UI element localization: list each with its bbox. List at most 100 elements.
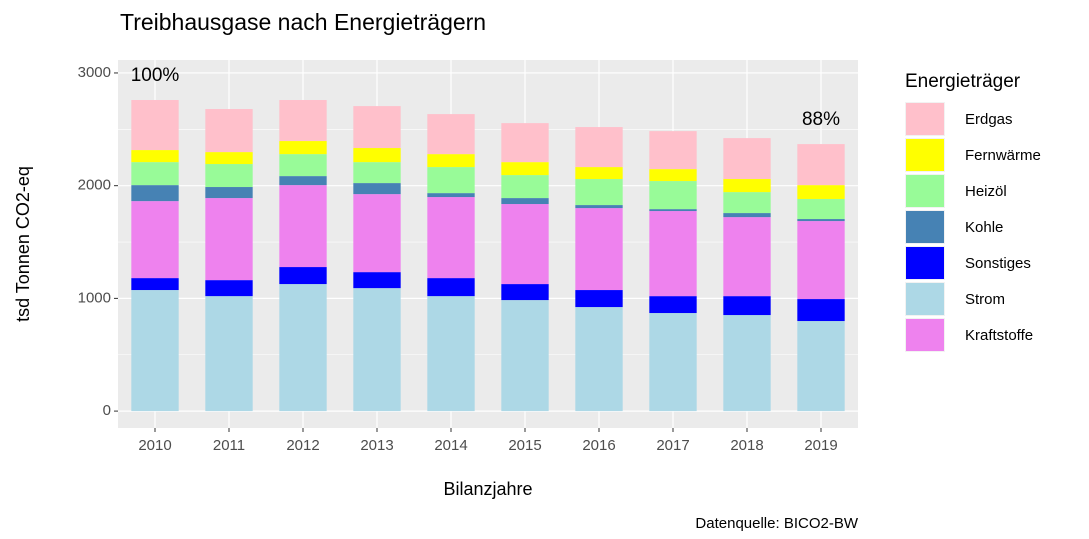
x-tick-label: 2013 [360,437,393,454]
bar-segment [205,280,253,297]
bar-segment [797,221,845,300]
legend-key [906,319,944,351]
legend-label: Kraftstoffe [965,327,1033,344]
bar-segment [205,109,253,153]
y-tick-label: 2000 [78,177,111,194]
bar-segment [797,321,845,412]
x-tick-label: 2014 [434,437,467,454]
bar-segment [797,185,845,199]
bar-segment [205,152,253,165]
bar-segment [575,307,623,412]
bar-segment [723,179,771,193]
legend-title: Energieträger [905,71,1021,92]
x-tick-label: 2016 [582,437,615,454]
legend-label: Fernwärme [965,147,1041,164]
bar-segment [353,183,401,195]
bar-segment [649,209,697,212]
bar-segment [501,175,549,199]
bar-segment [131,290,179,412]
bar-segment [427,114,475,155]
annotation: 100% [131,65,180,86]
bar-segment [279,141,327,155]
bar-segment [353,194,401,273]
bar-segment [501,162,549,176]
bar-segment [649,211,697,297]
bar-segment [353,148,401,163]
x-tick-label: 2011 [213,437,245,454]
bar-segment [353,162,401,184]
bar-segment [131,162,179,186]
y-tick-label: 1000 [78,289,111,306]
bar-segment [575,205,623,209]
legend-key [906,283,944,315]
bar-segment [353,272,401,289]
bar-segment [797,299,845,322]
bar-segment [501,300,549,412]
y-tick-label: 0 [103,402,111,419]
bar-segment [797,198,845,220]
bar-segment [649,181,697,210]
annotation: 88% [802,109,840,130]
bar-segment [723,217,771,297]
bar-segment [131,185,179,202]
bar-segment [723,213,771,218]
bar-segment [131,150,179,163]
x-tick-label: 2017 [656,437,689,454]
bar-segment [279,267,327,285]
caption: Datenquelle: BICO2-BW [695,515,858,532]
bar-segment [205,164,253,188]
bar-segment [723,192,771,214]
bar-segment [279,185,327,268]
bar-segment [723,138,771,180]
legend-key [906,103,944,135]
y-axis-label: tsd Tonnen CO2-eq [13,166,33,322]
legend-label: Erdgas [965,111,1013,128]
bar-segment [131,278,179,291]
bar-segment [205,187,253,199]
x-tick-label: 2015 [508,437,541,454]
legend-key [906,247,944,279]
bar-segment [501,198,549,205]
bar-segment [649,131,697,170]
bar-segment [353,106,401,149]
bar-segment [723,315,771,412]
bar-segment [279,154,327,177]
bar-segment [427,278,475,297]
bar-segment [575,179,623,206]
bar-segment [575,290,623,308]
bar-segment [649,313,697,412]
bar-segment [205,198,253,281]
bar-segment [427,193,475,198]
legend-key [906,211,944,243]
bar-segment [575,127,623,168]
bar-segment [427,197,475,279]
bar-segment [205,296,253,412]
bar-segment [131,201,179,279]
legend-label: Heizöl [965,183,1007,200]
legend-label: Strom [965,291,1005,308]
legend-key [906,175,944,207]
bar-segment [279,176,327,186]
bar-segment [279,100,327,142]
bar-segment [131,100,179,151]
bar-segment [797,144,845,186]
bar-segment [501,123,549,163]
bar-segment [427,167,475,194]
bar-segment [501,284,549,301]
bar-segment [575,208,623,291]
legend-key [906,139,944,171]
bar-segment [427,296,475,412]
x-tick-label: 2018 [730,437,763,454]
bar-segment [575,167,623,180]
chart-title: Treibhausgase nach Energieträgern [120,9,486,35]
bar-segment [279,284,327,412]
legend-label: Kohle [965,219,1003,236]
bar-segment [649,296,697,314]
legend-label: Sonstiges [965,255,1031,272]
y-tick-label: 3000 [78,64,111,81]
bar-segment [353,288,401,412]
x-axis-label: Bilanzjahre [443,479,532,499]
x-tick-label: 2010 [138,437,171,454]
x-tick-label: 2012 [286,437,319,454]
